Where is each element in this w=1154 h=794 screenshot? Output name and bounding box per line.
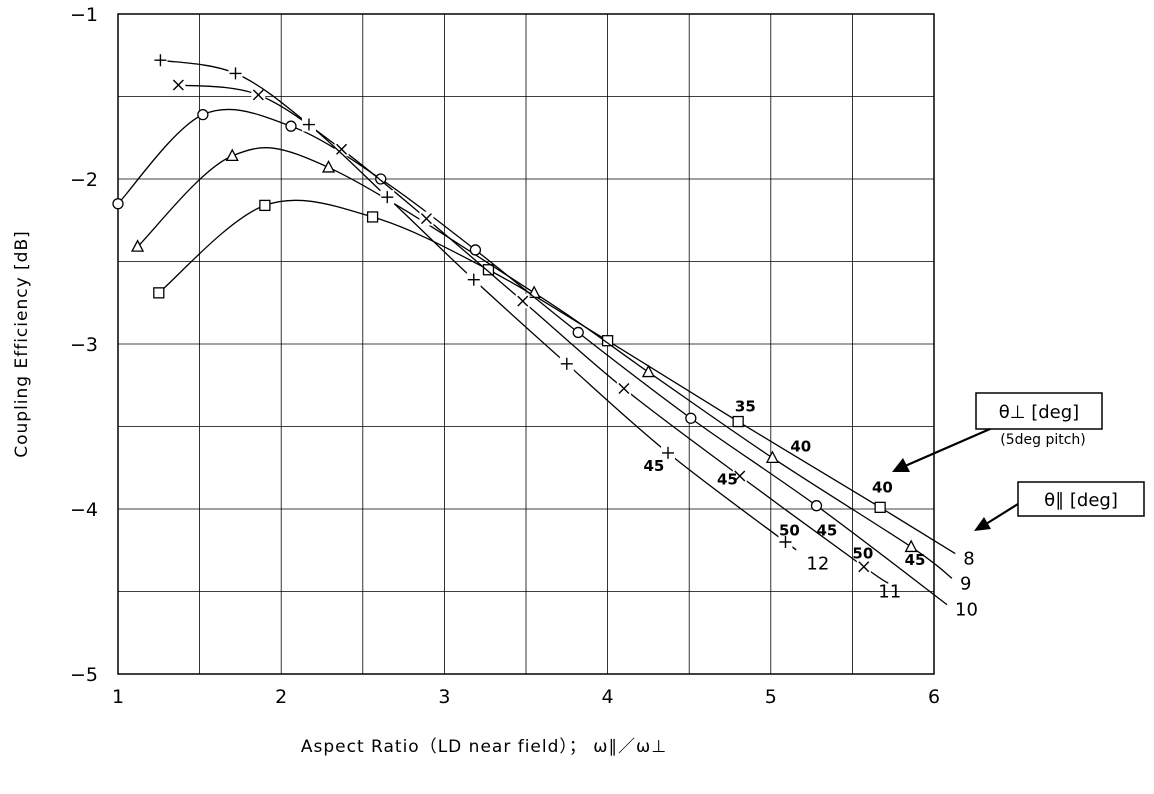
series-end-label: 12 <box>806 553 829 574</box>
x-tick-label: 6 <box>928 686 940 708</box>
point-circle <box>810 500 823 512</box>
point-plus <box>381 191 394 204</box>
point-plus <box>302 118 315 131</box>
point-triangle <box>321 160 336 173</box>
series-line-10 <box>117 108 948 606</box>
point-plus <box>467 273 480 286</box>
point-x <box>336 143 348 155</box>
point-circle <box>285 120 297 132</box>
y-axis-title: Coupling Efficiency [dB] <box>12 230 32 458</box>
legend-box-theta-par-label: θ∥ [deg] <box>1044 490 1118 511</box>
point-circle <box>572 326 584 339</box>
point-triangle <box>904 539 918 553</box>
point-x <box>172 79 184 91</box>
legend-arrow-theta-par <box>985 503 1019 525</box>
grid-lines <box>117 13 935 675</box>
point-circle <box>469 244 482 256</box>
series-9: 9 <box>131 147 971 594</box>
y-tick-label: −5 <box>70 664 98 686</box>
point-circle <box>197 109 209 121</box>
point-triangle <box>527 285 541 299</box>
point-plus <box>661 446 674 459</box>
plot-area <box>117 13 935 675</box>
point-x <box>734 470 746 482</box>
y-tick-label: −1 <box>70 4 98 26</box>
annotations: 35 40 40 45 50 45 45 50 45 <box>644 398 926 569</box>
series-end-label: 11 <box>878 581 901 602</box>
annotation-label: 50 <box>852 545 873 563</box>
tick-labels: 1 2 3 4 5 6−1−2−3−4−5 <box>70 4 940 708</box>
x-tick-label: 5 <box>765 686 777 708</box>
legend-arrow-theta-perp <box>904 427 991 468</box>
series-12: 12 <box>153 53 829 574</box>
point-x <box>252 89 264 101</box>
series-line-8 <box>158 199 956 555</box>
legend-box-theta-perp: θ⊥ [deg] (5deg pitch) <box>892 392 1103 472</box>
annotation-label: 50 <box>779 521 800 539</box>
series-line-9 <box>137 147 953 579</box>
series-end-label: 8 <box>963 549 974 570</box>
annotation-label: 40 <box>872 479 893 497</box>
annotation-label: 45 <box>816 521 837 539</box>
series-end-label: 10 <box>955 600 978 621</box>
legend-arrowhead-theta-perp <box>892 458 910 472</box>
legend-arrowhead-theta-par <box>974 517 991 531</box>
point-triangle <box>131 239 145 252</box>
point-circle <box>112 198 124 210</box>
point-square <box>366 211 379 223</box>
point-x <box>517 295 529 307</box>
point-square <box>874 501 886 514</box>
annotation-label: 40 <box>790 437 811 455</box>
point-triangle <box>641 364 655 378</box>
series-layer: 8 9 10 11 12 <box>112 53 978 621</box>
y-tick-label: −3 <box>70 334 98 356</box>
point-x <box>420 213 432 225</box>
legend-box-theta-perp-note: (5deg pitch) <box>1000 432 1086 448</box>
point-square <box>153 287 165 299</box>
point-square <box>732 415 744 428</box>
point-circle <box>685 412 697 424</box>
x-tick-label: 1 <box>112 686 124 708</box>
series-10: 10 <box>112 108 978 621</box>
point-plus <box>779 536 792 548</box>
legend-box-theta-par: θ∥ [deg] <box>974 481 1145 531</box>
y-tick-label: −2 <box>70 169 98 191</box>
point-plus <box>560 357 573 370</box>
annotation-label: 45 <box>717 470 738 488</box>
x-axis-title: Aspect Ratio（LD near field）； ω∥／ω⊥ <box>301 737 667 757</box>
point-x <box>858 561 870 573</box>
point-plus <box>154 54 167 67</box>
legend-box-theta-perp-label: θ⊥ [deg] <box>999 402 1079 423</box>
point-plus <box>229 67 242 80</box>
point-square <box>601 335 614 347</box>
series-8: 8 <box>153 199 975 570</box>
series-end-label: 9 <box>960 573 971 594</box>
point-square <box>482 264 495 276</box>
annotation-label: 45 <box>905 551 926 569</box>
point-triangle <box>225 148 239 162</box>
series-11: 11 <box>171 77 901 602</box>
annotation-label: 45 <box>644 457 665 475</box>
y-tick-label: −4 <box>70 499 98 521</box>
x-tick-label: 4 <box>602 686 614 708</box>
x-tick-label: 2 <box>275 686 287 708</box>
point-triangle <box>765 450 780 464</box>
series-line-12 <box>160 59 797 551</box>
point-square <box>259 199 271 212</box>
point-x <box>618 383 630 395</box>
x-tick-label: 3 <box>438 686 450 708</box>
annotation-label: 35 <box>735 398 756 416</box>
